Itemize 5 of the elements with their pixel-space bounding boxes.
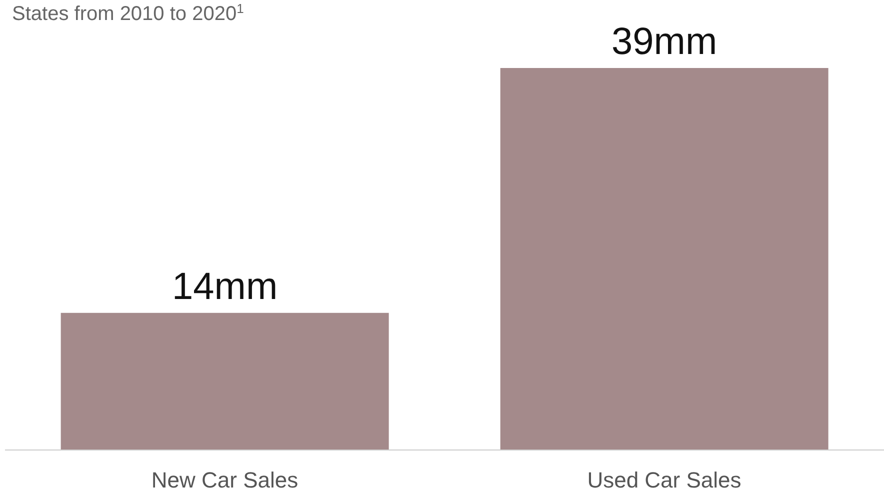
data-label: 39mm bbox=[612, 21, 718, 63]
chart-subtitle: States from 2010 to 2020$^{1}$ bbox=[12, 0, 244, 25]
x-tick-label: New Car Sales bbox=[151, 468, 298, 493]
x-tick-label: Used Car Sales bbox=[587, 468, 742, 493]
data-label: 14mm bbox=[172, 266, 278, 308]
